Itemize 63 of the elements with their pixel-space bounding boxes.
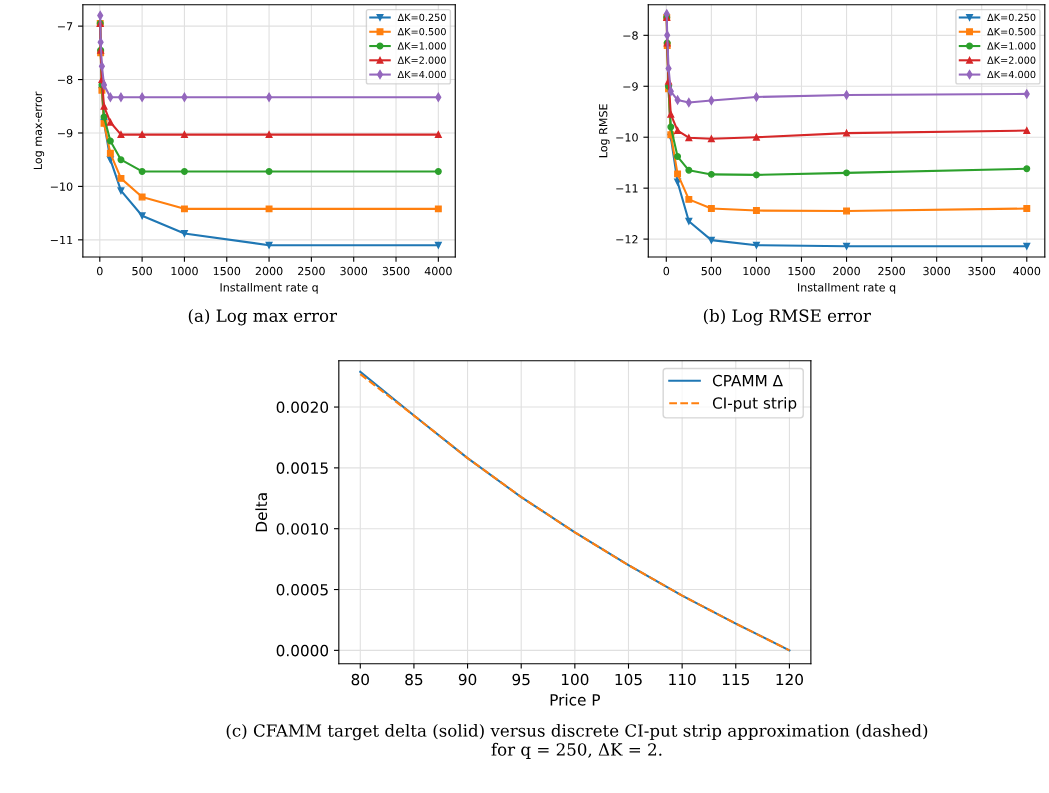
x-tick-label: 85 bbox=[405, 673, 423, 686]
x-axis-title: Installment rate q bbox=[220, 282, 318, 294]
x-axis-title: Price P bbox=[550, 693, 600, 706]
y-tick-label: −8 bbox=[57, 75, 73, 84]
legend-label: ΔK=1.000 bbox=[987, 42, 1036, 50]
x-tick-label: 1500 bbox=[788, 266, 815, 276]
x-tick-label: 3000 bbox=[340, 266, 368, 276]
x-tick-label: 3500 bbox=[382, 266, 410, 276]
legend-label: CI-put strip bbox=[712, 396, 797, 412]
x-tick-label: 105 bbox=[615, 673, 642, 686]
x-tick-label: 0 bbox=[663, 266, 670, 276]
y-tick-label: −9 bbox=[57, 128, 73, 138]
y-tick-label: 0.0005 bbox=[276, 584, 328, 596]
text: (c) CFAMM target delta (solid) versus discrete CI-put strip approximation (dashed) for q = 250, ΔK = 2. bbox=[226, 723, 928, 759]
legend-label: CPAMM Δ bbox=[712, 374, 783, 387]
y-tick-label: −8 bbox=[623, 31, 638, 40]
x-tick-label: 80 bbox=[351, 673, 369, 686]
y-tick-label: −11 bbox=[616, 184, 638, 193]
x-tick-label: 500 bbox=[132, 266, 152, 276]
legend-label: ΔK=2.000 bbox=[397, 56, 446, 64]
y-axis-title: Log max-error bbox=[33, 91, 45, 169]
legend-label: ΔK=0.500 bbox=[987, 27, 1036, 36]
y-tick-label: 0.0000 bbox=[276, 644, 329, 657]
text: (a) Log max error bbox=[188, 309, 338, 326]
x-tick-label: 120 bbox=[776, 673, 803, 686]
x-tick-label: 110 bbox=[669, 673, 696, 686]
y-tick-label: −12 bbox=[616, 235, 638, 244]
x-tick-label: 3500 bbox=[968, 266, 996, 276]
x-tick-label: 1000 bbox=[171, 266, 198, 276]
x-axis-title: Installment rate q bbox=[798, 282, 896, 294]
x-tick-label: 0 bbox=[97, 266, 103, 276]
x-tick-label: 95 bbox=[512, 673, 530, 686]
legend-label: ΔK=2.000 bbox=[987, 56, 1036, 64]
y-tick-label: −10 bbox=[616, 133, 638, 142]
y-tick-label: −7 bbox=[57, 22, 73, 31]
legend-label: ΔK=4.000 bbox=[987, 70, 1036, 79]
x-tick-label: 100 bbox=[561, 673, 589, 686]
x-tick-label: 1000 bbox=[743, 266, 770, 276]
y-axis-title: Delta bbox=[255, 493, 268, 532]
x-tick-label: 90 bbox=[458, 673, 477, 686]
y-tick-label: 0.0020 bbox=[276, 401, 329, 414]
x-tick-label: 500 bbox=[701, 266, 722, 276]
x-tick-label: 2000 bbox=[255, 266, 283, 276]
x-tick-label: 2000 bbox=[833, 266, 860, 276]
x-tick-label: 115 bbox=[722, 673, 750, 686]
y-tick-label: −11 bbox=[50, 235, 73, 245]
y-tick-label: 0.0010 bbox=[276, 523, 329, 535]
legend-label: ΔK=0.500 bbox=[397, 27, 446, 36]
y-tick-label: −9 bbox=[623, 82, 638, 91]
legend-label: ΔK=4.000 bbox=[397, 70, 446, 79]
legend-label: ΔK=1.000 bbox=[397, 42, 446, 50]
legend-label: ΔK=0.250 bbox=[397, 13, 446, 22]
x-tick-label: 2500 bbox=[878, 266, 905, 276]
x-tick-label: 3000 bbox=[923, 266, 951, 276]
y-axis-title: Log RMSE bbox=[599, 104, 610, 158]
x-tick-label: 1500 bbox=[213, 266, 241, 276]
x-tick-label: 4000 bbox=[1013, 266, 1041, 276]
text: (b) Log RMSE error bbox=[703, 309, 871, 326]
legend-label: ΔK=0.250 bbox=[987, 13, 1036, 22]
x-tick-label: 4000 bbox=[424, 266, 452, 276]
y-tick-label: 0.0015 bbox=[276, 462, 328, 474]
y-tick-label: −10 bbox=[50, 182, 73, 191]
x-tick-label: 2500 bbox=[298, 266, 325, 276]
